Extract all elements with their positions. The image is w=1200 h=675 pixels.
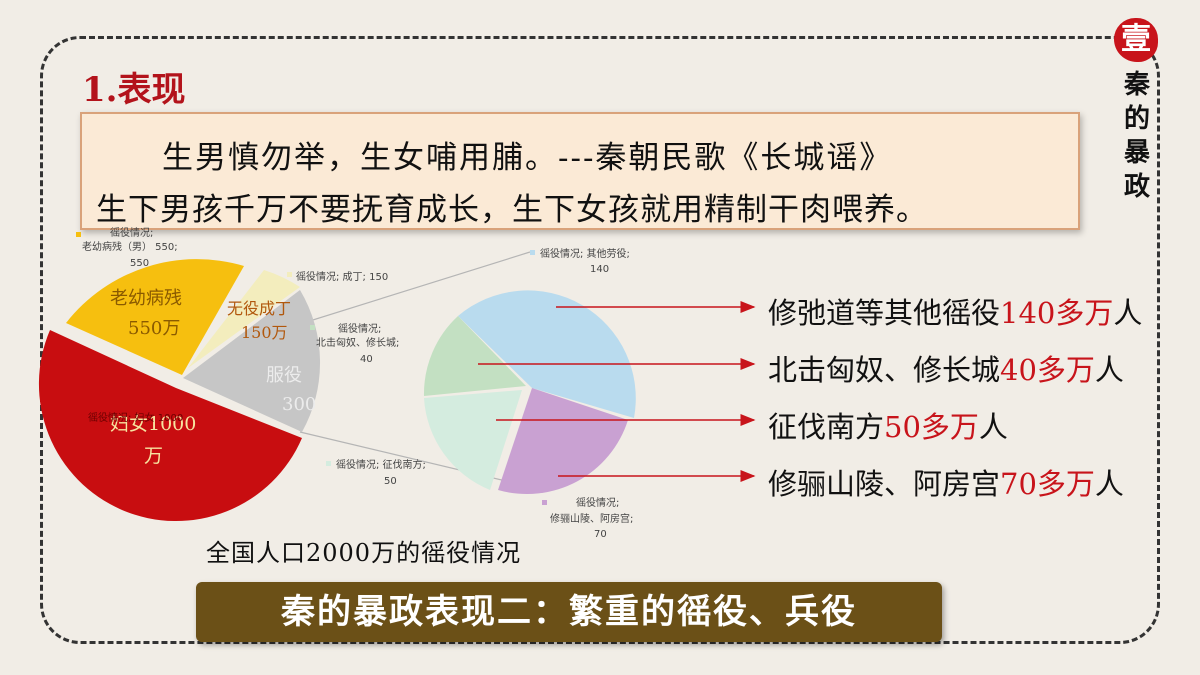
callout-prefix: 修骊山陵、阿房宫	[768, 467, 1001, 501]
label-wuyi: 无役成丁	[227, 299, 291, 318]
callout-suffix: 人	[1094, 467, 1124, 501]
legend-key-lishan	[542, 500, 547, 505]
slice-laoyou	[66, 259, 244, 375]
label-fuyi: 服役	[266, 365, 302, 386]
ext-label-changcheng-2: 北击匈奴、修长城;	[316, 336, 399, 349]
legend-key-changcheng	[310, 325, 315, 330]
ext-label-lishan-2: 修骊山陵、阿房宫;	[550, 512, 633, 525]
ext-label-funu: 徭役情况; 妇女 1000	[88, 411, 183, 424]
chart-caption: 全国人口2000万的徭役情况	[206, 539, 522, 567]
callout-qita: 修弛道等其他徭役140多万人	[768, 290, 1142, 332]
slice-wuyi	[188, 270, 300, 368]
quote-box: 生男慎勿举，生女哺用脯。---秦朝民歌《长城谣》 生下男孩千万不要抚育成长，生下…	[80, 112, 1080, 230]
value-fuyi: 300	[282, 394, 316, 415]
ext-value-changcheng: 40	[360, 354, 373, 365]
quote-line-2: 生下男孩千万不要抚育成长，生下女孩就用精制干肉喂养。	[96, 192, 928, 228]
label-laoyou: 老幼病残	[110, 288, 182, 309]
callout-lishan: 修骊山陵、阿房宫70多万人	[768, 461, 1124, 503]
ext-label-laoyou-1: 徭役情况;	[110, 226, 153, 239]
callout-nanfang: 征伐南方50多万人	[768, 404, 1008, 446]
ext-label-laoyou-2: 老幼病残（男） 550;	[82, 240, 178, 253]
section-title: 1.表现	[82, 70, 186, 110]
ext-value-lishan: 70	[594, 529, 607, 540]
legend-key-wuyi	[287, 272, 292, 277]
value-wuyi: 150万	[241, 323, 288, 342]
seal-badge: 壹 秦的暴政	[1114, 18, 1162, 208]
legend-key-laoyou	[76, 232, 81, 237]
legend-key-qita	[530, 250, 535, 255]
ext-label-wuyi: 徭役情况; 成丁; 150	[296, 270, 388, 283]
ext-value-qita: 140	[590, 264, 609, 275]
label-funu: 妇女1000	[110, 413, 196, 435]
slice-funu	[38, 330, 303, 522]
slice-qita	[458, 290, 636, 418]
callout-suffix: 人	[1113, 296, 1143, 330]
ext-value-nanfang: 50	[384, 476, 397, 487]
seal-text: 秦的暴政	[1123, 70, 1150, 202]
slice-changcheng	[423, 316, 526, 396]
callout-num: 40多万	[1000, 353, 1095, 387]
ext-label-changcheng-1: 徭役情况;	[338, 322, 381, 335]
summary-banner: 秦的暴政表现二：繁重的徭役、兵役	[196, 582, 942, 642]
callout-prefix: 北击匈奴、修长城	[768, 353, 1001, 387]
ext-label-nanfang: 徭役情况; 征伐南方;	[336, 458, 426, 471]
value-funu: 万	[144, 445, 163, 467]
callout-prefix: 修弛道等其他徭役	[768, 296, 1001, 330]
value-laoyou: 550万	[128, 318, 180, 339]
legend-key-funu	[80, 415, 85, 420]
callout-num: 50多万	[884, 410, 979, 444]
callout-suffix: 人	[1094, 353, 1124, 387]
seal-mark: 壹	[1114, 18, 1158, 62]
ext-value-laoyou: 550	[130, 258, 149, 269]
ext-label-qita: 徭役情况; 其他劳役;	[540, 247, 630, 260]
callout-changcheng: 北击匈奴、修长城40多万人	[768, 347, 1124, 389]
slice-lishan	[498, 388, 628, 495]
legend-key-nanfang	[326, 461, 331, 466]
callout-prefix: 征伐南方	[768, 410, 885, 444]
slice-fuyi	[183, 290, 321, 432]
slice-nanfang	[424, 390, 522, 490]
quote-line-1: 生男慎勿举，生女哺用脯。---秦朝民歌《长城谣》	[162, 140, 893, 176]
dashed-frame	[40, 36, 1160, 644]
callout-num: 140多万	[1000, 296, 1114, 330]
callout-suffix: 人	[978, 410, 1008, 444]
callout-num: 70多万	[1000, 467, 1095, 501]
ext-label-lishan-1: 徭役情况;	[576, 496, 619, 509]
